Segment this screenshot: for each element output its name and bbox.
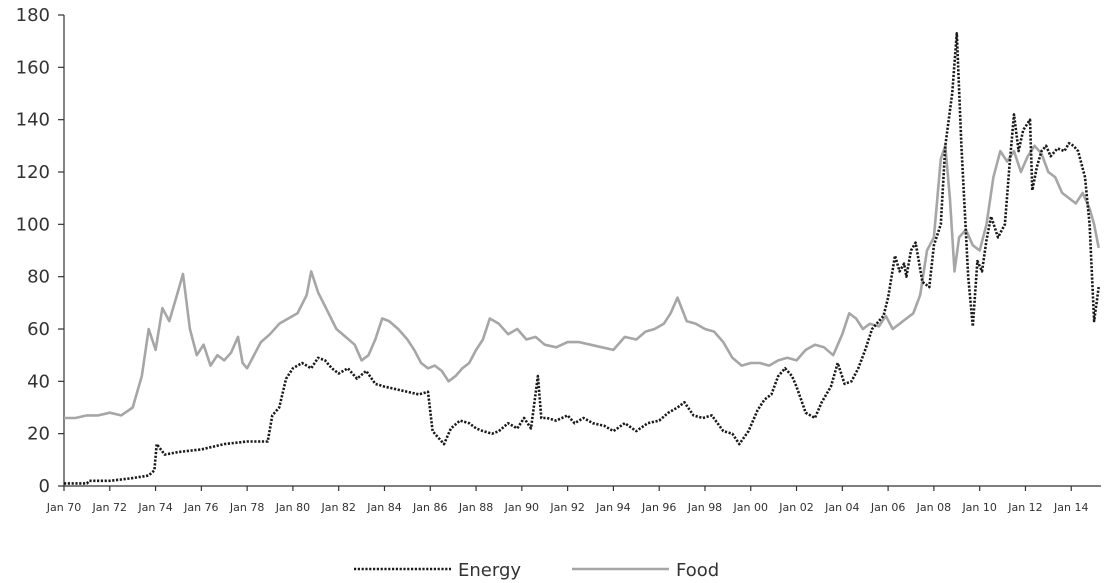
plot-area bbox=[64, 31, 1100, 485]
y-tick-label: 120 bbox=[16, 162, 50, 183]
x-tick-label: Jan 88 bbox=[458, 501, 493, 514]
x-tick-label: Jan 76 bbox=[183, 501, 218, 514]
x-tick-label: Jan 98 bbox=[687, 501, 722, 514]
x-tick-label: Jan 70 bbox=[46, 501, 81, 514]
y-axis: 0 20 40 60 80 100 120 140 160 180 bbox=[16, 5, 65, 497]
legend-label-energy: Energy bbox=[458, 560, 521, 581]
y-tick-label: 0 bbox=[39, 476, 50, 497]
legend: Energy Food bbox=[354, 560, 719, 581]
x-axis: Jan 70 Jan 72 Jan 74 Jan 76 Jan 78 Jan 80 Jan … bbox=[46, 485, 1101, 514]
y-tick-label: 80 bbox=[27, 267, 50, 288]
x-tick-label: Jan 02 bbox=[778, 501, 813, 514]
x-tick-label: Jan 92 bbox=[549, 501, 584, 514]
y-tick-label: 60 bbox=[27, 319, 50, 340]
x-tick-label: Jan 12 bbox=[1007, 501, 1042, 514]
y-tick-label: 40 bbox=[27, 371, 50, 392]
x-tick-label: Jan 96 bbox=[641, 501, 676, 514]
x-tick-label: Jan 74 bbox=[137, 501, 172, 514]
legend-label-food: Food bbox=[676, 560, 719, 581]
series-line-energy bbox=[64, 31, 1100, 485]
series-line-food bbox=[64, 144, 1100, 420]
x-tick-label: Jan 84 bbox=[366, 501, 401, 514]
x-tick-label: Jan 86 bbox=[412, 501, 447, 514]
x-tick-label: Jan 06 bbox=[870, 501, 905, 514]
x-tick-label: Jan 94 bbox=[595, 501, 630, 514]
x-tick-label: Jan 80 bbox=[275, 501, 310, 514]
y-tick-label: 160 bbox=[16, 57, 50, 78]
x-tick-label: Jan 10 bbox=[961, 501, 996, 514]
x-tick-label: Jan 72 bbox=[92, 501, 127, 514]
x-tick-label: Jan 04 bbox=[824, 501, 859, 514]
x-tick-label: Jan 14 bbox=[1053, 501, 1088, 514]
x-tick-label: Jan 82 bbox=[320, 501, 355, 514]
y-tick-label: 20 bbox=[27, 424, 50, 445]
y-tick-label: 100 bbox=[16, 214, 50, 235]
x-tick-label: Jan 08 bbox=[916, 501, 951, 514]
y-tick-label: 180 bbox=[16, 5, 50, 26]
y-tick-label: 140 bbox=[16, 110, 50, 131]
x-tick-label: Jan 78 bbox=[229, 501, 264, 514]
x-tick-label: Jan 90 bbox=[504, 501, 539, 514]
x-tick-label: Jan 00 bbox=[733, 501, 768, 514]
